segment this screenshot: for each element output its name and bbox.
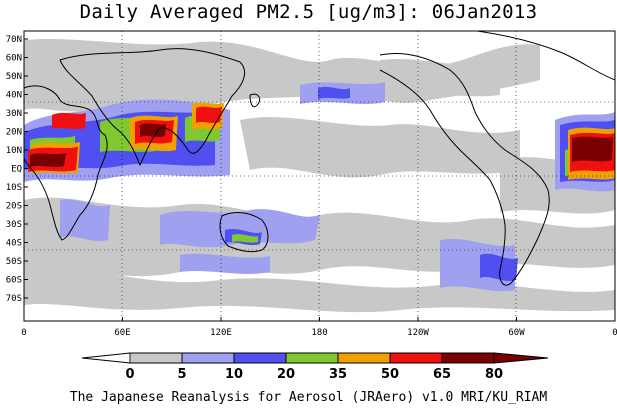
- lat-label: 10S: [6, 183, 22, 193]
- colorbar-tick-label: 10: [225, 367, 243, 382]
- colorbar-segment: [233, 352, 287, 364]
- lat-label: 70S: [6, 294, 22, 304]
- colorbar-segment: [129, 352, 183, 364]
- lon-label: 120E: [210, 328, 232, 338]
- pm25-field: [24, 31, 615, 313]
- longitude-labels: 0 60E 120E 180 120W 60W 0: [21, 317, 617, 338]
- colorbar-segment: [389, 352, 443, 364]
- lat-label: EQ: [11, 165, 22, 175]
- colorbar-min-arrow: [81, 352, 131, 364]
- lon-label: 0: [612, 328, 617, 338]
- colorbar-segment: [441, 352, 495, 364]
- lat-label: 50N: [6, 72, 22, 82]
- lat-label: 70N: [6, 35, 22, 45]
- lon-label: 60E: [114, 328, 130, 338]
- lat-label: 60S: [6, 276, 22, 286]
- colorbar: 0 5 10 20 35 50 65 80: [81, 352, 549, 382]
- lon-label: 0: [21, 328, 26, 338]
- coastlines: [24, 31, 615, 286]
- colorbar-segment: [285, 352, 339, 364]
- lat-label: 60N: [6, 54, 22, 64]
- lat-label: 20S: [6, 202, 22, 212]
- lat-label: 20N: [6, 128, 22, 138]
- colorbar-tick-label: 5: [177, 367, 186, 382]
- lat-label: 30S: [6, 220, 22, 230]
- colorbar-segment: [337, 352, 391, 364]
- lon-label: 60W: [508, 328, 525, 338]
- lat-label: 30N: [6, 109, 22, 119]
- colorbar-max-arrow: [493, 352, 549, 364]
- gridlines: [24, 31, 615, 321]
- level-80-plus: [30, 123, 613, 167]
- lat-label: 40N: [6, 91, 22, 101]
- colorbar-tick-label: 0: [125, 367, 134, 382]
- lat-label: 10N: [6, 146, 22, 156]
- lat-label: 50S: [6, 257, 22, 267]
- latitude-labels: 70N 60N 50N 40N 30N 20N 10N EQ 10S 20S 30S 40S 50S 60…: [6, 35, 28, 304]
- colorbar-tick-label: 20: [277, 367, 295, 382]
- colorbar-tick-label: 80: [485, 367, 503, 382]
- colorbar-tick-label: 35: [329, 367, 347, 382]
- lon-label: 120W: [407, 328, 429, 338]
- lat-label: 40S: [6, 239, 22, 249]
- colorbar-tick-label: 50: [381, 367, 399, 382]
- lon-label: 180: [311, 328, 327, 338]
- colorbar-segment: [181, 352, 235, 364]
- footer-credit: The Japanese Reanalysis for Aerosol (JRA…: [69, 390, 548, 405]
- map-title: Daily Averaged PM2.5 [ug/m3]: 06Jan2013: [79, 1, 538, 23]
- colorbar-tick-label: 65: [433, 367, 451, 382]
